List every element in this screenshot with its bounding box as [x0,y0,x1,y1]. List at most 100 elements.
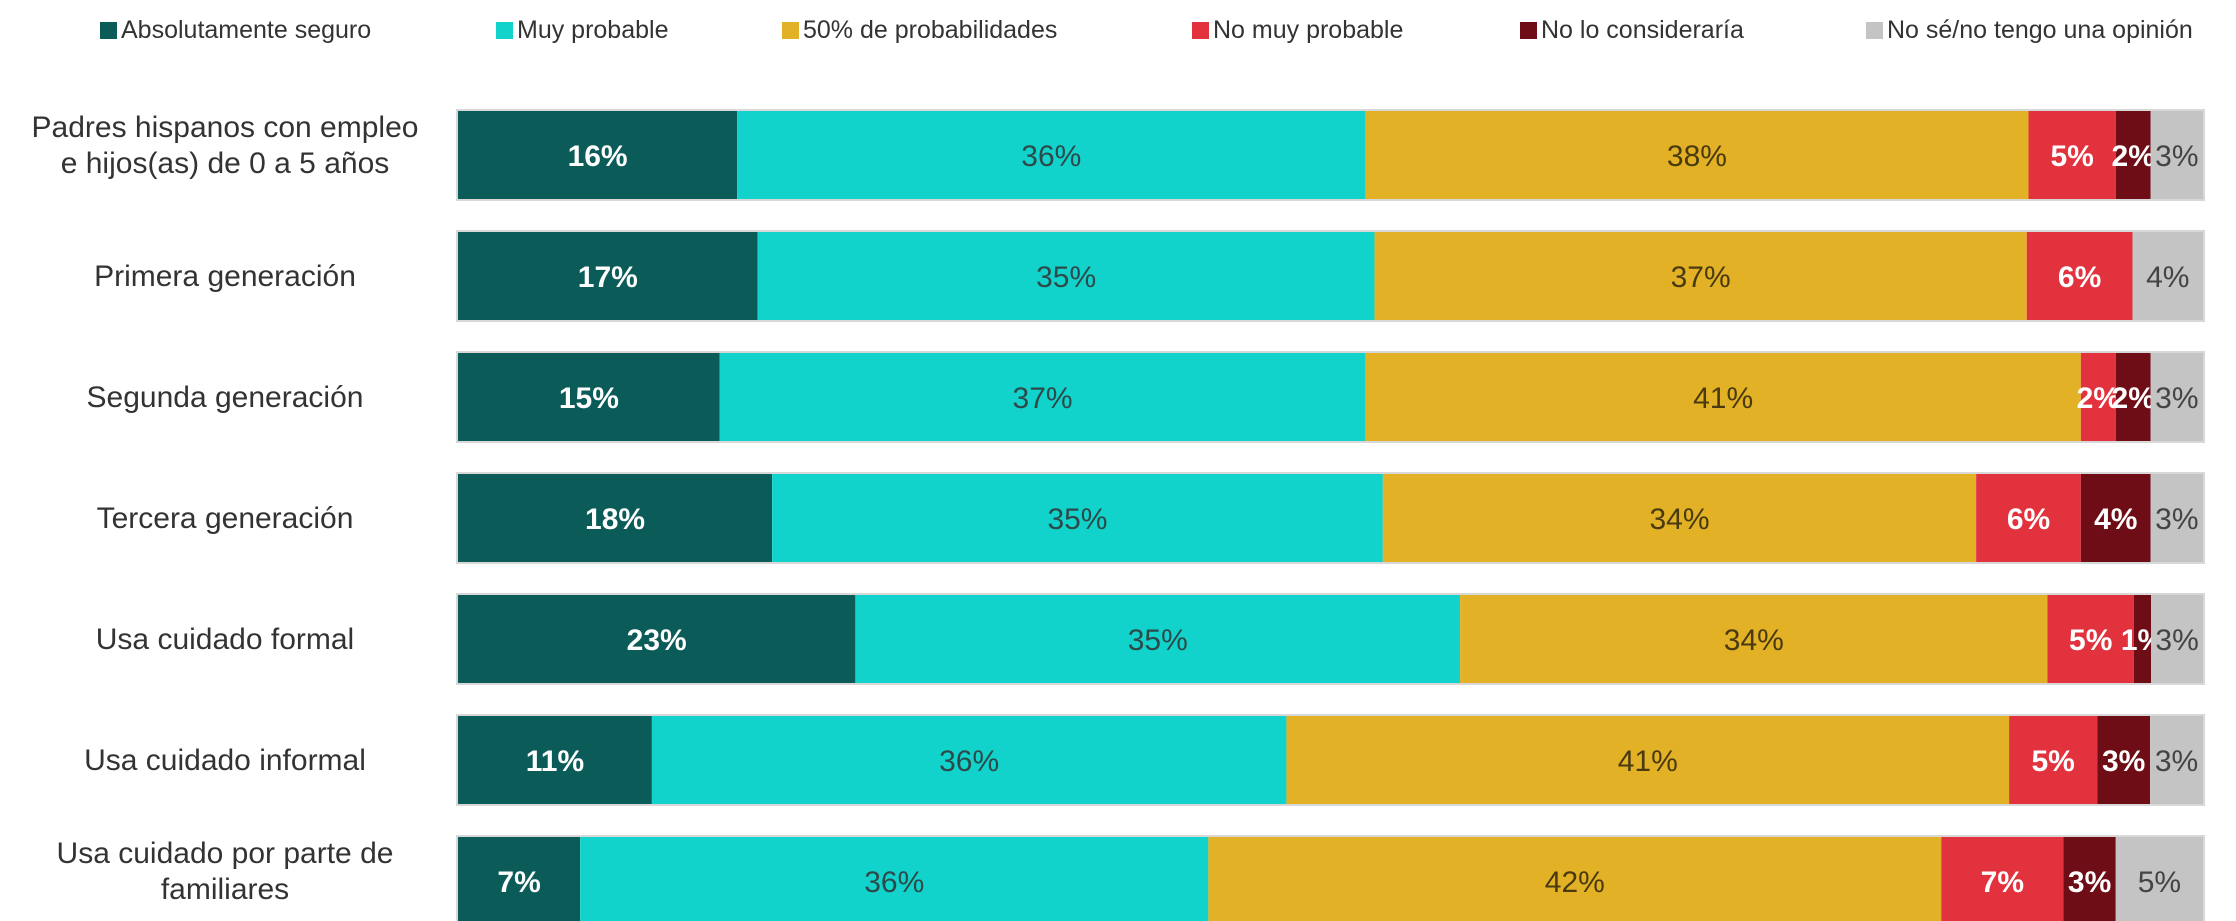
data-label: 2% [2077,382,2120,415]
bar-segment-no-lo-consideraria [2133,595,2152,683]
bar-segment-50-de-probabilidades [1382,474,1977,562]
bar-segment-absolutamente-seguro [458,837,581,921]
legend-label: Absolutamente seguro [121,16,371,44]
bar-segment-muy-probable [737,111,1366,199]
bar-segment-no-muy-probable [2080,353,2116,441]
bar-segment-no-lo-consideraria [2097,716,2151,804]
bar-segment-no-muy-probable [1941,837,2064,921]
bar-segment-no-lo-consideraria [2115,353,2151,441]
legend-label: 50% de probabilidades [803,16,1057,44]
bars: 16% 36% 38% 5% 2% 3%17% 35% 37% 6% 4%15% 37% 41% 2%2… [456,109,2205,921]
data-label: 4% [2094,503,2137,536]
data-label: 34% [1649,503,1709,536]
bar-segment-muy-probable [855,595,1461,683]
data-label: 5% [2069,624,2112,657]
bar-segment-absolutamente-seguro [458,353,720,441]
legend: Absolutamente seguro Muy probable 50% de p… [100,16,2193,44]
legend-item-no-muy-probable: No muy probable [1192,16,1403,44]
legend-swatch [100,22,117,39]
bar-segment-no-muy-probable [2009,716,2098,804]
legend-swatch [1192,22,1209,39]
bar-segment-no-se-no-tengo-una-opinion [2132,232,2203,320]
legend-item-absolutamente-seguro: Absolutamente seguro [100,16,371,44]
data-label: 15% [559,382,619,415]
category-label: Usa cuidado formal [96,623,354,656]
bar-segment-50-de-probabilidades [1208,837,1942,921]
bar-segment-no-se-no-tengo-una-opinion [2115,837,2203,921]
data-label: 2% [2112,382,2155,415]
bar-row-usa-cuidado-formal: 23% 35% 34% 5% 1%3% [456,593,2205,685]
legend-swatch [1520,22,1537,39]
bar-row-padres-hispanos-con-empleo-e-hijos-as-de-0-a-5-anos: 16% 36% 38% 5% 2% 3% [456,109,2205,201]
data-label: 3% [2155,624,2198,657]
category-labels: Padres hispanos con empleo e hijos(as) de… [32,111,419,906]
bar-segment-no-se-no-tengo-una-opinion [2150,716,2203,804]
bar-segment-absolutamente-seguro [458,474,773,562]
category-label: Segunda generación [87,381,364,414]
data-label: 35% [1036,261,1096,294]
data-label: 41% [1618,745,1678,778]
bar-segment-no-se-no-tengo-una-opinion [2150,353,2203,441]
bar-segment-50-de-probabilidades [1365,353,2081,441]
bar-segment-absolutamente-seguro [458,595,856,683]
bar-segment-muy-probable [580,837,1209,921]
data-label: 6% [2058,261,2101,294]
data-label: 42% [1545,866,1605,899]
category-label: Usa cuidado por parte de familiares [57,837,394,906]
data-label: 35% [1128,624,1188,657]
data-label: 36% [939,745,999,778]
bar-row-usa-cuidado-informal: 11% 36% 41% 5% 3% 3% [456,714,2205,806]
bar-row-primera-generacion: 17% 35% 37% 6% 4% [456,230,2205,322]
legend-swatch [496,22,513,39]
data-label: 38% [1667,140,1727,173]
data-label: 17% [578,261,638,294]
legend-swatch [782,22,799,39]
data-label: 3% [2155,503,2198,536]
category-label: Usa cuidado informal [84,744,366,777]
bar-segment-no-lo-consideraria [2080,474,2151,562]
data-label: 3% [2155,382,2198,415]
bar-segment-50-de-probabilidades [1460,595,2048,683]
bar-segment-50-de-probabilidades [1374,232,2027,320]
category-label: Padres hispanos con empleo e hijos(as) de… [32,111,419,180]
bar-segment-absolutamente-seguro [458,716,652,804]
bar-segment-no-se-no-tengo-una-opinion [2151,595,2203,683]
bar-row-tercera-generacion: 18% 35% 34% 6% 4% 3% [456,472,2205,564]
legend-label: No lo consideraría [1541,16,1744,44]
data-label: 16% [568,140,628,173]
bar-segment-no-lo-consideraria [2115,111,2151,199]
data-label: 23% [627,624,687,657]
data-label: 5% [2138,866,2181,899]
data-label: 37% [1013,382,1073,415]
legend-swatch [1866,22,1883,39]
bar-segment-muy-probable [651,716,1287,804]
data-label: 35% [1047,503,1107,536]
data-label: 36% [864,866,924,899]
data-label: 41% [1693,382,1753,415]
bar-row-usa-cuidado-por-parte-de-familiares: 7% 36% 42% 7% 3% 5% [456,835,2205,921]
bar-segment-no-lo-consideraria [2063,837,2116,921]
data-label: 6% [2007,503,2050,536]
data-label: 34% [1724,624,1784,657]
category-label: Primera generación [94,260,356,293]
data-label: 18% [585,503,645,536]
bar-segment-no-se-no-tengo-una-opinion [2150,474,2203,562]
data-label: 11% [526,745,584,778]
data-label: 36% [1021,140,1081,173]
bar-segment-no-muy-probable [2028,111,2116,199]
data-label: 3% [2068,866,2111,899]
legend-label: No sé/no tengo una opinión [1887,16,2193,44]
data-label: 37% [1671,261,1731,294]
data-label: 2% [2112,140,2155,173]
bar-segment-muy-probable [757,232,1375,320]
data-label: 4% [2146,261,2189,294]
bar-segment-no-se-no-tengo-una-opinion [2150,111,2203,199]
bar-segment-50-de-probabilidades [1286,716,2010,804]
data-label: 7% [497,866,540,899]
legend-item-50-de-probabilidades: 50% de probabilidades [782,16,1057,44]
bar-segment-no-muy-probable [2047,595,2134,683]
data-label: 3% [2102,745,2145,778]
legend-item-no-se-no-tengo-una-opinion: No sé/no tengo una opinión [1866,16,2193,44]
data-label: 7% [1981,866,2024,899]
